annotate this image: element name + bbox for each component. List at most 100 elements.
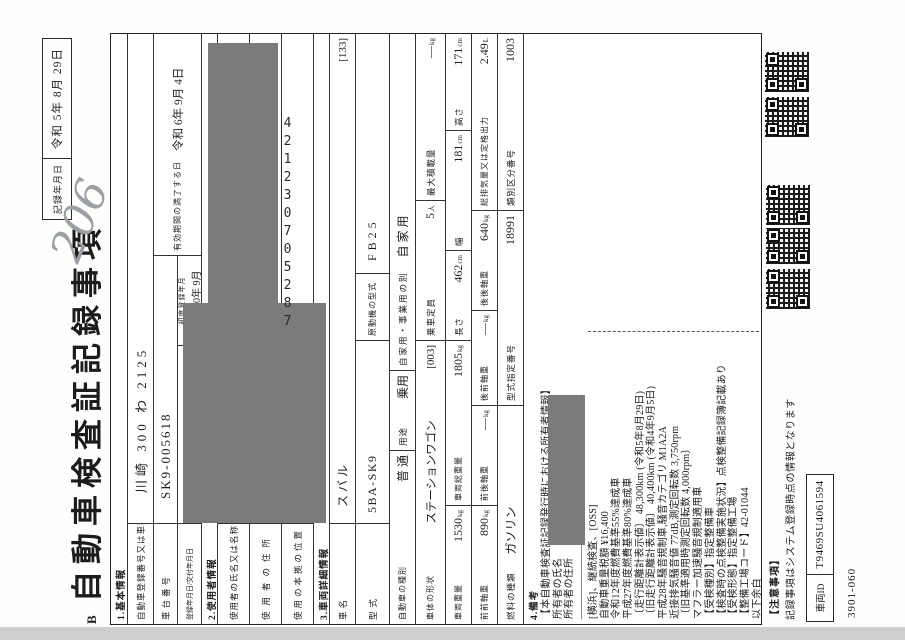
remark-line: 自動車重量税額 ¥16,400	[599, 511, 611, 619]
fuel-typecode-row: 燃料の種類 ガソリン 型式指定番号 18991 類別区分番号 1003	[497, 34, 523, 624]
usage-label: 用途	[397, 426, 408, 446]
remark-line: 〔旧基準適用時測定回転数 4,000rpm〕	[681, 443, 693, 619]
remark-line: 【受検形態】指定整備工場	[728, 496, 740, 619]
remark-line: 〔走行距離計表示値〕 48,300km (令和5年8月29日)	[634, 390, 646, 619]
axle-ff-value: 890kg	[477, 510, 491, 536]
remark-line: 平成27年度燃費基準80%達成車	[622, 477, 634, 619]
scan-edge-strip	[0, 627, 905, 640]
axle-fr-value: ―kg	[477, 410, 491, 430]
axle-weights-row: 前前軸重 890kg 前後軸重 ―kg 後前軸重 ―kg 後後軸重 640kg …	[471, 34, 497, 624]
caution-text: 記録事項はシステム登録時点の情報となります	[786, 398, 797, 620]
height-value: 171cm	[451, 38, 465, 66]
model-engine-row: 型式 5BA-SK9 原動機の型式 FB25	[355, 34, 389, 624]
remark-line: 【整備工場コード】42-01044	[739, 487, 751, 619]
axle-rr-label: 後後軸重	[480, 270, 489, 306]
qr-code-5	[766, 269, 810, 309]
car-name-code: [133]	[336, 38, 349, 62]
axle-ff-label: 前前軸重	[480, 584, 489, 620]
remark-line: [横浜]、継続検査、[OSS]	[587, 504, 599, 619]
body-shape-label: 車体の形状	[426, 575, 435, 620]
body-shape-code: [003]	[424, 345, 437, 369]
fuel-value: ガソリン	[504, 506, 518, 555]
height-label: 高さ	[453, 106, 464, 126]
vehicle-weight-value: 1530kg	[451, 510, 465, 542]
remark-line: 【検査時の点検整備実施状況】点検整備記録簿記載あり	[716, 364, 728, 619]
caution-title: 【注意事項】	[770, 554, 781, 620]
remarks-dashed-divider	[588, 331, 759, 332]
axle-fr-label: 前後軸重	[480, 465, 489, 501]
car-name-label: 車名	[337, 596, 348, 620]
registration-number-row: 自動車登録番号又は車両番号 川崎 300 わ 2125	[127, 34, 153, 624]
width-value: 181cm	[451, 135, 465, 163]
remark-line: 平成28年騒音規制車,騒音カテゴリ M1A2A	[658, 426, 670, 619]
type-designation-label: 型式指定番号	[505, 343, 516, 401]
section-2-header: 2.使用者情報	[208, 558, 218, 620]
fax-number-overlay: 421230705287	[280, 116, 295, 332]
length-label: 長さ	[453, 316, 464, 336]
remark-line: 近接排気騒音値 77dB,測定回転数 3,750rpm	[669, 425, 681, 619]
engine-model-label: 原動機の型式	[356, 274, 389, 341]
record-date-value: 令和 5年 8月 29日	[52, 47, 64, 150]
qr-code-4	[766, 228, 810, 264]
width-label: 幅	[453, 236, 464, 246]
body-capacity-row: 車体の形状 ステーションワゴン [003] 乗車定員 5人 最大積載量 ―kg	[415, 34, 445, 624]
section-3-header: 3.車両詳細情報	[320, 547, 330, 620]
car-name-value: スバル	[336, 461, 350, 507]
chassis-number-value: SK9-005618	[157, 412, 173, 499]
qr-code-2	[765, 97, 809, 137]
section-4-header: 4.備考	[530, 589, 540, 620]
remark-line: マフラー加速騒音規制適用車	[693, 486, 705, 619]
page-mark: B	[84, 615, 99, 624]
length-value: 462cm	[451, 255, 465, 283]
remark-line: 〔旧走行距離計表示値〕 40,400km (令和4年9月5日)	[646, 385, 658, 619]
user-address-label: 使用者の住所	[260, 532, 271, 620]
car-name-row: 車名 スバル [133]	[329, 34, 355, 624]
axle-rr-value: 640kg	[477, 215, 491, 241]
max-load-label: 最大積載量	[425, 148, 436, 196]
section-1-header-row: 1.基本情報	[111, 34, 127, 624]
vehicle-id-box: 車両ID T9469SU4061594	[806, 474, 834, 622]
model-label: 型式	[367, 594, 378, 620]
registration-number-value: 川崎 300 わ 2125	[134, 346, 149, 493]
kind-usage-row: 自動車の種別 普 通 用途 乗用 自家用・事業用の別 自 家 用	[389, 34, 415, 624]
capacity-label: 乗車定員	[425, 297, 436, 336]
form-number: 3901-060	[846, 567, 858, 618]
vehicle-kind-value: 普 通	[396, 455, 410, 483]
class-number-label: 類別区分番号	[505, 148, 516, 206]
remark-line: 令和12年度燃費基準55%達成車	[611, 477, 623, 619]
private-business-value: 自 家 用	[396, 215, 410, 258]
section-4-header-row: 4.備考	[523, 34, 540, 624]
remark-line: 以下余白	[751, 578, 763, 619]
usage-value: 乗用	[396, 375, 410, 400]
vehicle-kind-label: 自動車の種別	[398, 566, 407, 620]
registration-number-label: 自動車登録番号又は車両番号	[135, 524, 146, 620]
axle-rf-label: 後前軸重	[480, 365, 489, 401]
displacement-value: 2.49L	[477, 38, 491, 65]
capacity-value: 5人	[423, 205, 437, 219]
vehicle-id-label: 車両ID	[807, 574, 833, 621]
engine-model-value: FB25	[365, 218, 379, 261]
chassis-number-label: 車台番号	[160, 573, 171, 620]
redaction-box-user-info-right	[208, 43, 278, 305]
vehicle-id-value: T9469SU4061594	[814, 480, 826, 569]
section-1-header: 1.基本情報	[117, 568, 127, 620]
remark-line: 【受検種別】指定整備車	[704, 506, 716, 619]
vehicle-weight-label: 車両重量	[454, 584, 463, 620]
redaction-box-owner-info	[548, 395, 585, 545]
class-number-value: 1003	[503, 38, 517, 62]
fuel-label: 燃料の種類	[505, 572, 516, 620]
gross-weight-value: 1805kg	[451, 345, 465, 377]
gross-weight-label: 車両総重量	[454, 456, 463, 501]
type-designation-value: 18991	[503, 215, 517, 245]
displacement-label: 総排気量又は定格出力	[480, 116, 489, 206]
weights-dimensions-row: 車両重量 1530kg 車両総重量 1805kg 長さ 462cm 幅 181c…	[445, 34, 471, 624]
user-name-label: 使用者の氏名又は名称	[228, 524, 239, 620]
model-value: 5BA-SK9	[365, 454, 379, 513]
use-base-label: 使用の本拠の位置	[292, 527, 303, 620]
body-shape-value: ステーションワゴン	[425, 420, 438, 524]
max-load-value: ―kg	[423, 38, 437, 58]
registration-date-label: 登録年月日/交付年月日	[185, 548, 194, 620]
doc-title: 自動車検査証記録事項	[70, 222, 105, 602]
